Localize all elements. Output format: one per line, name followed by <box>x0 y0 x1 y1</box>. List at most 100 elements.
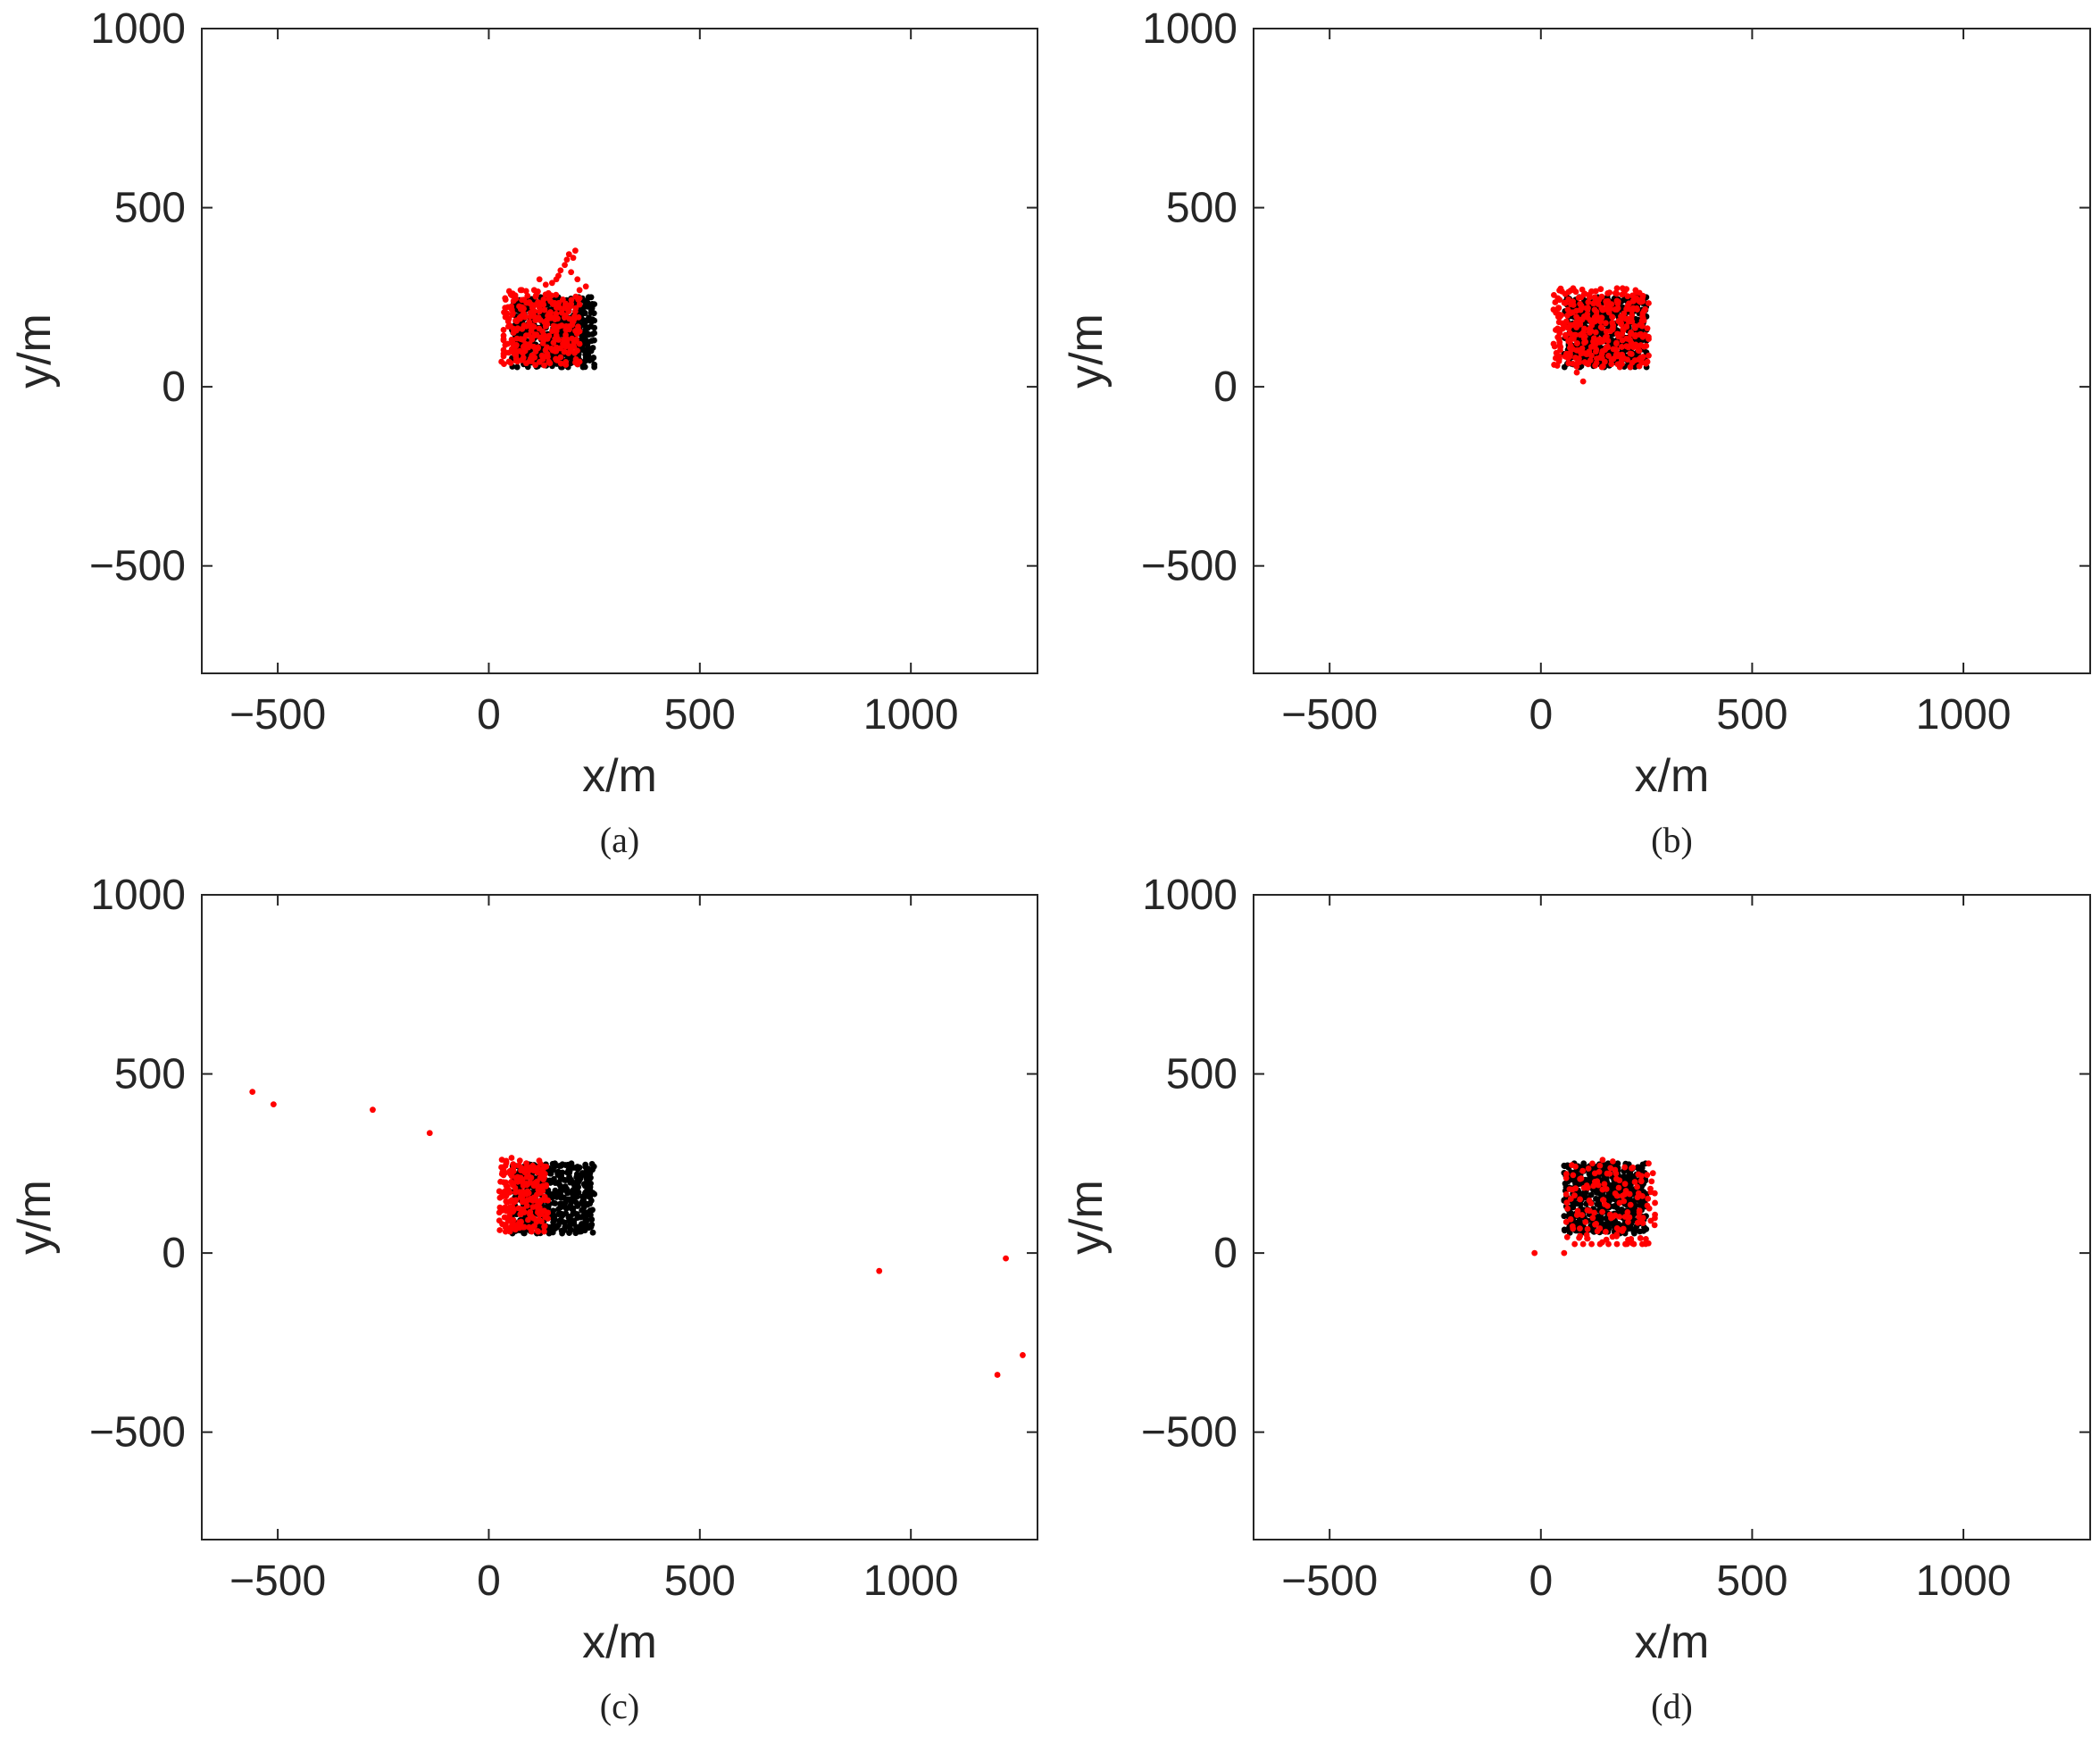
estimated-point <box>505 358 512 365</box>
x-tick-label: 1000 <box>1916 691 2012 739</box>
estimated-point <box>1584 1225 1591 1232</box>
estimated-point <box>576 287 583 294</box>
y-tick-label: 0 <box>162 363 186 411</box>
estimated-point <box>1624 1209 1631 1215</box>
estimated-point <box>513 335 521 342</box>
actual-point <box>588 1160 596 1167</box>
estimated-point <box>1612 346 1620 353</box>
estimated-point <box>571 247 579 255</box>
estimated-point <box>1621 310 1628 317</box>
estimated-point <box>1619 1192 1626 1199</box>
estimated-point <box>1555 305 1562 312</box>
estimated-point <box>1639 1192 1646 1199</box>
estimated-point <box>545 1209 552 1216</box>
estimated-point <box>1587 357 1594 363</box>
estimated-point <box>510 1216 517 1223</box>
estimated-point <box>1624 356 1631 363</box>
estimated-point <box>1599 306 1606 313</box>
estimated-point <box>1564 306 1571 313</box>
estimated-point <box>1570 1172 1577 1179</box>
estimated-point <box>562 358 570 365</box>
estimated-point <box>541 1228 547 1235</box>
estimated-point <box>1633 305 1640 312</box>
estimated-point <box>1604 290 1612 296</box>
estimated-point <box>994 1372 1001 1378</box>
estimated-point <box>1646 300 1652 306</box>
estimated-point <box>1594 1178 1601 1185</box>
estimated-point <box>1638 1240 1646 1248</box>
actual-point <box>1614 1160 1621 1167</box>
estimated-point <box>1570 285 1577 292</box>
estimated-point <box>1612 1170 1620 1177</box>
estimated-point <box>1613 306 1621 313</box>
estimated-point <box>518 1165 525 1171</box>
estimated-point <box>536 276 543 283</box>
panel-a-plot-frame <box>201 28 1038 674</box>
estimated-point <box>540 301 547 308</box>
estimated-point <box>1562 1218 1570 1225</box>
estimated-point <box>1567 321 1573 329</box>
estimated-point <box>1623 323 1630 330</box>
estimated-point <box>512 1184 519 1191</box>
estimated-point <box>562 331 569 338</box>
estimated-point <box>1644 1172 1651 1179</box>
x-tick-label: 1000 <box>1916 1557 2012 1605</box>
estimated-point <box>1598 314 1605 321</box>
panel-a: −500 0 500 1000 −500 0 500 1000 x/m y/m (a) <box>9 5 1038 860</box>
estimated-point <box>1557 285 1564 292</box>
estimated-point <box>502 1169 509 1176</box>
y-tick-label: 1000 <box>90 5 186 53</box>
estimated-point <box>536 1216 542 1223</box>
estimated-point <box>1622 1188 1629 1194</box>
estimated-point <box>1646 352 1652 359</box>
estimated-point <box>1561 299 1568 306</box>
estimated-point <box>1599 1208 1605 1215</box>
estimated-point <box>524 292 531 299</box>
estimated-point <box>538 1209 545 1216</box>
actual-point <box>582 1180 589 1187</box>
estimated-point <box>535 314 542 321</box>
estimated-point <box>1553 327 1559 333</box>
estimated-point <box>1579 286 1586 293</box>
estimated-point <box>555 337 562 343</box>
estimated-point <box>1577 1232 1584 1240</box>
estimated-point <box>529 322 536 330</box>
estimated-point <box>521 313 529 321</box>
estimated-point <box>500 326 507 333</box>
estimated-point <box>1634 1183 1640 1190</box>
estimated-point <box>541 1223 547 1231</box>
estimated-point <box>1639 313 1646 320</box>
actual-point <box>551 1175 557 1182</box>
estimated-point <box>535 299 541 305</box>
actual-point <box>552 1160 558 1167</box>
panel-a-marks <box>498 247 598 371</box>
estimated-point <box>1613 285 1621 292</box>
estimated-point <box>1591 306 1598 313</box>
estimated-point <box>524 1188 531 1195</box>
estimated-point <box>1604 297 1612 305</box>
estimated-point <box>1583 1182 1590 1189</box>
estimated-point <box>544 344 550 351</box>
actual-point <box>591 324 598 331</box>
estimated-point <box>536 325 543 332</box>
estimated-point <box>1645 1195 1652 1202</box>
estimated-point <box>1567 1215 1574 1223</box>
estimated-point <box>1623 286 1629 293</box>
estimated-point <box>575 323 581 330</box>
estimated-point <box>537 1160 544 1167</box>
estimated-point <box>1646 336 1652 343</box>
estimated-point <box>510 1161 517 1168</box>
estimated-point <box>1652 1199 1658 1206</box>
estimated-point <box>562 262 568 269</box>
estimated-point <box>1615 1184 1622 1191</box>
estimated-point <box>1628 1236 1635 1242</box>
x-tick-label: 500 <box>664 1557 736 1605</box>
y-tick-label: 0 <box>162 1230 186 1277</box>
estimated-point <box>553 310 560 317</box>
y-tick-label: 1000 <box>90 872 186 919</box>
y-tick-label: −500 <box>89 1409 186 1457</box>
estimated-point <box>1609 319 1616 326</box>
estimated-point <box>1631 322 1638 330</box>
estimated-point <box>1579 1240 1587 1248</box>
estimated-point <box>1572 1163 1579 1170</box>
